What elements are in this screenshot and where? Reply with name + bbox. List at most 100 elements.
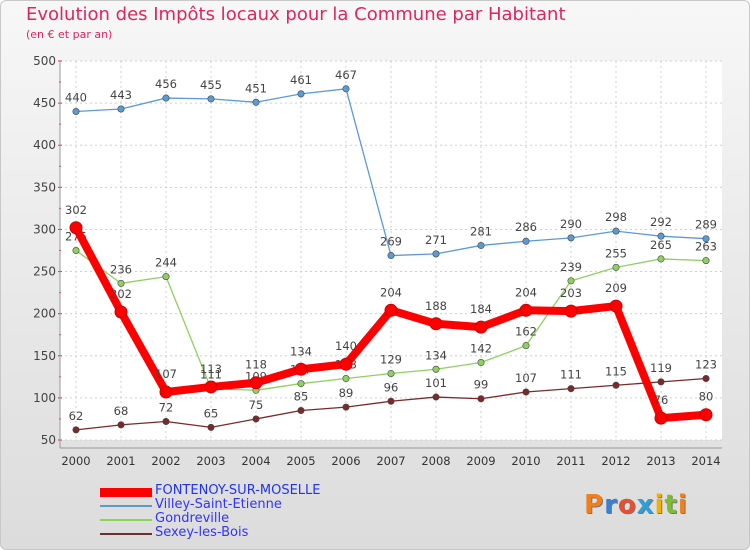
data-point	[339, 357, 353, 371]
x-tick-label: 2000	[61, 454, 90, 468]
data-label: 89	[339, 386, 354, 400]
data-point	[159, 385, 173, 399]
data-point	[387, 397, 395, 405]
data-label: 456	[155, 77, 177, 91]
data-label: 107	[155, 367, 177, 381]
data-point	[297, 380, 305, 388]
data-label: 443	[110, 88, 132, 102]
data-label: 162	[515, 325, 537, 339]
data-label: 204	[380, 285, 402, 299]
data-point	[657, 378, 665, 386]
data-label: 298	[605, 210, 627, 224]
data-point	[429, 317, 443, 331]
data-point	[297, 407, 305, 415]
data-label: 134	[425, 348, 447, 362]
y-tick-label: 150	[33, 349, 56, 363]
y-tick-label: 250	[33, 265, 56, 279]
data-label: 129	[380, 352, 402, 366]
data-label: 263	[695, 240, 717, 254]
x-tick-label: 2010	[511, 454, 540, 468]
data-point	[477, 241, 485, 249]
data-label: 292	[650, 215, 672, 229]
x-tick-label: 2008	[421, 454, 450, 468]
data-point	[117, 421, 125, 429]
data-point	[567, 385, 575, 393]
data-label: 107	[515, 371, 537, 385]
data-point	[432, 393, 440, 401]
data-label: 209	[605, 281, 627, 295]
data-point	[162, 94, 170, 102]
data-point	[612, 381, 620, 389]
data-point	[522, 342, 530, 350]
x-tick-label: 2005	[286, 454, 315, 468]
data-point	[522, 237, 530, 245]
data-label: 286	[515, 220, 537, 234]
data-label: 62	[69, 409, 84, 423]
data-point	[114, 305, 128, 319]
data-point	[297, 90, 305, 98]
y-tick-label: 300	[33, 222, 56, 236]
y-tick-label: 400	[33, 138, 56, 152]
data-label: 255	[605, 246, 627, 260]
data-point	[657, 232, 665, 240]
data-label: 99	[474, 378, 489, 392]
data-point	[117, 279, 125, 287]
data-point	[432, 250, 440, 258]
data-label: 115	[605, 364, 627, 378]
data-point	[252, 415, 260, 423]
legend-swatch	[100, 533, 152, 535]
data-label: 302	[65, 203, 87, 217]
data-label: 96	[384, 380, 399, 394]
data-label: 123	[695, 358, 717, 372]
data-label: 134	[290, 344, 312, 358]
x-tick-label: 2011	[556, 454, 585, 468]
data-point	[564, 304, 578, 318]
data-point	[702, 257, 710, 265]
data-label: 85	[294, 390, 309, 404]
y-tick-label: 100	[33, 391, 56, 405]
data-point	[207, 423, 215, 431]
x-tick-label: 2014	[691, 454, 720, 468]
data-point	[72, 108, 80, 116]
data-point	[612, 227, 620, 235]
data-label: 440	[65, 91, 87, 105]
data-point	[207, 95, 215, 103]
data-point	[612, 263, 620, 271]
data-label: 290	[560, 217, 582, 231]
y-tick-label: 350	[33, 180, 56, 194]
legend-label: Gondreville	[155, 511, 230, 526]
data-point	[384, 303, 398, 317]
data-point	[387, 369, 395, 377]
data-point	[522, 388, 530, 396]
x-tick-label: 2006	[331, 454, 360, 468]
data-label: 467	[335, 68, 357, 82]
y-tick-label: 50	[41, 433, 56, 447]
data-label: 101	[425, 376, 447, 390]
proxiti-logo: Proxiti	[584, 490, 688, 520]
data-label: 269	[380, 235, 402, 249]
data-point	[387, 252, 395, 260]
data-label: 461	[290, 73, 312, 87]
data-label: 239	[560, 260, 582, 274]
data-label: 451	[245, 81, 267, 95]
data-point	[519, 303, 533, 317]
data-point	[657, 255, 665, 263]
legend-swatch	[100, 519, 152, 521]
data-point	[432, 365, 440, 373]
data-label: 80	[699, 390, 714, 404]
data-point	[162, 273, 170, 281]
legend-label: FONTENOY-SUR-MOSELLE	[155, 483, 321, 498]
data-point	[69, 221, 83, 235]
data-point	[117, 105, 125, 113]
legend-swatch	[100, 488, 152, 497]
data-point	[567, 277, 575, 285]
data-label: 265	[650, 238, 672, 252]
data-label: 244	[155, 256, 177, 270]
data-label: 75	[249, 398, 264, 412]
data-point	[249, 376, 263, 390]
x-tick-label: 2012	[601, 454, 630, 468]
data-label: 68	[114, 404, 129, 418]
x-tick-label: 2009	[466, 454, 495, 468]
data-label: 202	[110, 287, 132, 301]
data-label: 119	[650, 361, 672, 375]
